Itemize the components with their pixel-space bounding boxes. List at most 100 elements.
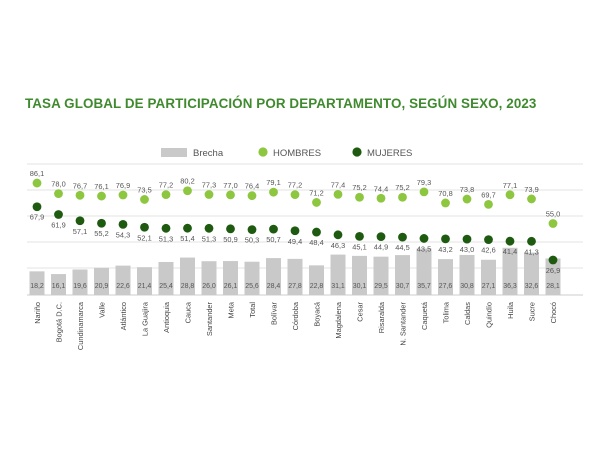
label-hombres: 76,9	[116, 181, 130, 190]
label-hombres: 76,1	[94, 182, 108, 191]
category-label: Valle	[98, 302, 107, 318]
label-mujeres: 52,1	[137, 233, 151, 242]
legend-marker-hombres	[258, 147, 268, 157]
label-hombres: 75,2	[395, 183, 409, 192]
label-hombres: 69,7	[481, 190, 495, 199]
gap-bar	[115, 265, 131, 295]
label-mujeres: 43,0	[460, 245, 474, 254]
gap-value-label: 36,3	[503, 283, 517, 290]
label-mujeres: 50,7	[266, 235, 280, 244]
gap-bar	[459, 254, 475, 295]
category-label: Meta	[227, 301, 236, 318]
point-mujeres	[118, 220, 128, 229]
category-label: Cesar	[356, 301, 365, 321]
gap-value-label: 25,4	[159, 283, 173, 290]
point-mujeres	[333, 230, 343, 240]
label-mujeres: 26,9	[546, 266, 560, 275]
gap-bar	[309, 265, 324, 295]
point-mujeres	[161, 223, 171, 233]
gap-value-label: 35,7	[417, 283, 431, 290]
point-hombres	[376, 193, 386, 203]
gap-value-label: 30,7	[396, 283, 410, 290]
category-label: Caquetá	[420, 301, 429, 330]
gap-bar	[51, 274, 66, 295]
label-mujeres: 41,3	[524, 247, 538, 256]
point-hombres	[247, 191, 257, 201]
label-mujeres: 54,3	[116, 230, 130, 239]
point-mujeres	[204, 223, 214, 233]
gap-value-label: 22,6	[116, 283, 130, 290]
label-mujeres: 44,5	[395, 243, 409, 252]
point-mujeres	[505, 236, 515, 246]
gap-bar	[94, 267, 109, 295]
category-label: Tolima	[442, 301, 451, 323]
category-label: Santander	[205, 301, 214, 336]
point-hombres	[312, 198, 321, 207]
category-label: Chocó	[549, 302, 558, 323]
category-label: Córdoba	[291, 301, 300, 330]
point-hombres	[355, 192, 364, 202]
point-mujeres	[97, 218, 106, 228]
gap-value-label: 25,6	[245, 283, 259, 290]
point-mujeres	[183, 223, 192, 233]
label-hombres: 78,0	[51, 180, 65, 189]
point-hombres	[161, 190, 171, 200]
point-hombres	[398, 192, 407, 202]
gap-bar	[352, 255, 367, 295]
label-hombres: 77,3	[202, 181, 216, 190]
point-mujeres	[32, 202, 42, 212]
point-hombres	[527, 194, 536, 204]
point-hombres	[548, 219, 558, 228]
label-hombres: 71,2	[309, 188, 323, 197]
label-hombres: 77,0	[223, 181, 237, 190]
label-mujeres: 67,9	[30, 213, 44, 222]
gap-value-label: 32,6	[525, 283, 539, 290]
gap-value-label: 21,4	[138, 283, 152, 290]
label-hombres: 77,1	[503, 181, 517, 190]
gap-value-label: 20,9	[95, 283, 109, 290]
gap-value-label: 30,1	[353, 283, 367, 290]
point-mujeres	[398, 232, 407, 242]
label-mujeres: 50,9	[223, 235, 237, 244]
category-labels: Nariño Bogotá D.C. Cundinamarca Valle Atlánt…	[33, 301, 558, 350]
gap-bar	[416, 248, 432, 295]
legend-label-brecha: Brecha	[193, 148, 224, 159]
label-hombres: 74,4	[374, 184, 388, 193]
legend-swatch-brecha	[161, 148, 187, 157]
label-hombres: 76,7	[73, 181, 87, 190]
point-mujeres	[548, 255, 558, 265]
legend-marker-mujeres	[352, 147, 362, 157]
gap-bar	[158, 261, 174, 295]
legend-label-hombres: HOMBRES	[273, 148, 321, 159]
point-hombres	[54, 189, 63, 199]
gap-value-label: 27,1	[482, 283, 496, 290]
gap-value-label: 22,8	[310, 283, 324, 290]
category-label: Boyacá	[313, 301, 322, 327]
point-hombres	[32, 178, 42, 188]
label-mujeres: 51,3	[159, 234, 173, 243]
point-mujeres	[54, 210, 63, 219]
gap-bar	[72, 269, 88, 295]
category-label: Quindío	[485, 302, 494, 328]
label-mujeres: 49,4	[288, 237, 302, 246]
gap-bar	[223, 261, 238, 295]
label-hombres: 73,9	[524, 185, 538, 194]
label-hombres: 73,5	[137, 185, 151, 194]
gap-value-label: 27,8	[288, 283, 302, 290]
point-mujeres	[290, 226, 300, 236]
point-hombres	[419, 187, 429, 197]
point-mujeres	[462, 234, 472, 244]
label-hombres: 70,8	[438, 189, 452, 198]
point-mujeres	[527, 236, 536, 246]
label-hombres: 79,3	[417, 178, 431, 187]
point-hombres	[204, 190, 214, 199]
gap-bar	[524, 252, 539, 295]
gap-value-label: 26,0	[202, 283, 216, 290]
point-hombres	[441, 198, 450, 208]
category-label: Sucre	[528, 302, 537, 321]
category-label: Bolívar	[270, 301, 279, 325]
label-hombres: 79,1	[266, 178, 280, 187]
gridlines	[27, 163, 583, 296]
label-mujeres: 55,2	[94, 229, 108, 238]
